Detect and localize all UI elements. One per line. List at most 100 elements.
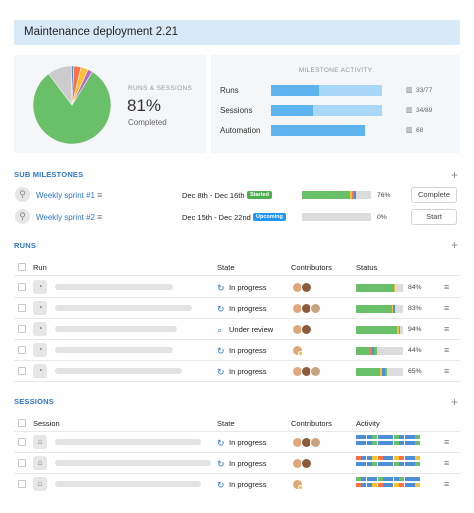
history-icon: ↻	[217, 304, 225, 314]
activity-cell	[393, 435, 399, 439]
activity-cell	[361, 483, 367, 487]
row-checkbox[interactable]	[18, 438, 26, 446]
milestone-activity-bar-done	[271, 125, 366, 136]
row-menu-icon[interactable]: ≡	[444, 282, 450, 292]
complete-button[interactable]: Complete	[411, 187, 457, 203]
session-state: In progress	[229, 480, 267, 489]
add-session-icon[interactable]: +	[451, 395, 459, 409]
activity-cell	[410, 441, 415, 445]
row-divider	[14, 297, 460, 298]
select-all-runs-checkbox[interactable]	[18, 263, 26, 271]
run-status-bar	[356, 305, 403, 313]
row-menu-icon[interactable]: ≡	[444, 458, 450, 468]
activity-cell	[404, 435, 410, 439]
activity-cell	[399, 477, 405, 481]
history-icon: ↻	[217, 283, 225, 293]
status-segment	[370, 347, 372, 355]
select-all-sessions-checkbox[interactable]	[18, 419, 26, 427]
run-name-placeholder	[55, 347, 173, 353]
status-segment	[397, 326, 399, 334]
sub-milestone-link[interactable]: Weekly sprint #1	[36, 191, 95, 200]
activity-cell	[415, 456, 421, 460]
row-checkbox[interactable]	[18, 283, 26, 291]
status-segment	[381, 368, 385, 376]
run-name-placeholder	[55, 326, 177, 332]
milestone-activity-bar	[271, 105, 382, 116]
status-segment	[356, 284, 393, 292]
milestone-progress-bar	[302, 213, 371, 221]
activity-cell	[404, 477, 410, 481]
row-menu-icon[interactable]: ≡	[444, 366, 450, 376]
row-menu-icon[interactable]: ≡	[444, 345, 450, 355]
activity-cell	[372, 456, 378, 460]
activity-cell	[383, 462, 388, 466]
milestone-activity-bar-total	[271, 85, 382, 96]
activity-cell	[388, 483, 394, 487]
title-bar: Maintenance deployment 2.21	[14, 20, 460, 45]
run-status-bar	[356, 347, 403, 355]
activity-cell	[366, 477, 372, 481]
activity-cell	[415, 483, 421, 487]
activity-cell	[393, 462, 399, 466]
row-menu-icon[interactable]: ≡	[444, 324, 450, 334]
activity-cell	[377, 483, 383, 487]
activity-cell	[356, 456, 361, 460]
milestone-menu-icon[interactable]: ≡	[97, 190, 103, 200]
runs-col-state: State	[217, 263, 235, 272]
activity-cell	[377, 435, 383, 439]
status-badge: Started	[247, 191, 272, 199]
activity-cell	[377, 477, 383, 481]
status-segment	[371, 347, 374, 355]
avatar	[292, 345, 303, 356]
status-segment	[393, 284, 396, 292]
run-state: In progress	[229, 304, 267, 313]
activity-cell	[356, 441, 361, 445]
milestone-progress-bar	[302, 191, 371, 199]
progress-segment	[354, 191, 356, 199]
row-checkbox[interactable]	[18, 459, 26, 467]
sessions-header-divider	[14, 431, 460, 432]
milestone-runner-icon: ⚲	[15, 209, 30, 224]
run-type-icon: ◔	[33, 322, 47, 336]
avatar	[301, 324, 312, 335]
run-state: Under review	[229, 325, 274, 334]
row-checkbox[interactable]	[18, 304, 26, 312]
milestone-activity-panel: MILESTONE ACTIVITY Runs ▥ 33/77 Sessions ▥ 34…	[211, 55, 460, 153]
avatar	[310, 437, 321, 448]
row-menu-icon[interactable]: ≡	[444, 437, 450, 447]
sub-milestone-link[interactable]: Weekly sprint #2	[36, 213, 95, 222]
runs-col-run: Run	[33, 263, 47, 272]
add-run-icon[interactable]: +	[451, 238, 459, 252]
runs-col-contributors: Contributors	[291, 263, 332, 272]
milestone-menu-icon[interactable]: ≡	[97, 212, 103, 222]
status-segment	[384, 368, 387, 376]
summary-label: RUNS & SESSIONS	[128, 85, 193, 92]
activity-cell	[356, 477, 361, 481]
milestone-activity-bar	[271, 85, 382, 96]
activity-cell	[399, 441, 405, 445]
activity-cell	[410, 483, 415, 487]
session-state: In progress	[229, 459, 267, 468]
activity-cell	[383, 477, 388, 481]
activity-cell	[410, 435, 415, 439]
run-percent: 44%	[408, 347, 422, 354]
row-checkbox[interactable]	[18, 367, 26, 375]
run-type-icon: ◔	[33, 343, 47, 357]
activity-cell	[356, 483, 361, 487]
milestone-activity-value: 34/89	[416, 107, 433, 114]
row-checkbox[interactable]	[18, 480, 26, 488]
add-sub-milestone-icon[interactable]: +	[451, 168, 459, 182]
session-type-icon: ⌂	[33, 456, 47, 470]
activity-cell	[366, 462, 372, 466]
review-icon: ⌕	[217, 325, 223, 335]
start-button[interactable]: Start	[411, 209, 457, 225]
activity-cell	[356, 435, 361, 439]
sessions-heading: SESSIONS	[14, 397, 54, 406]
avatar	[301, 458, 312, 469]
milestone-activity-bar-done	[271, 105, 314, 116]
row-menu-icon[interactable]: ≡	[444, 479, 450, 489]
row-checkbox[interactable]	[18, 346, 26, 354]
row-checkbox[interactable]	[18, 325, 26, 333]
row-menu-icon[interactable]: ≡	[444, 303, 450, 313]
chart-icon: ▥	[406, 127, 413, 134]
